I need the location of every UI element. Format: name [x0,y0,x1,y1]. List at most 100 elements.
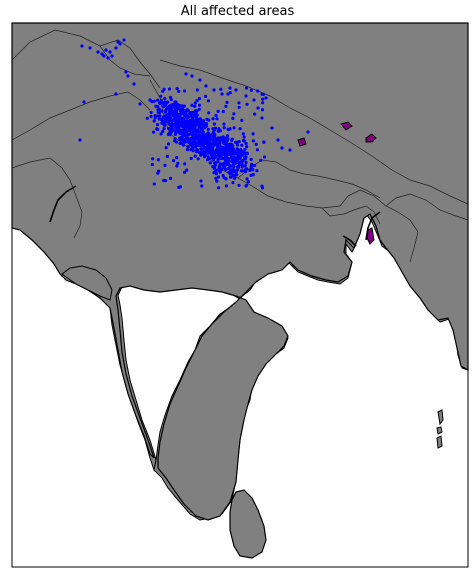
affected-point [153,116,157,120]
affected-point [212,122,216,126]
affected-point [110,54,114,58]
affected-point [190,74,194,78]
affected-point [242,135,246,139]
map-frame [11,22,469,568]
affected-point [237,101,241,105]
affected-point [230,152,234,156]
affected-point [241,132,245,136]
affected-point [236,148,240,152]
affected-point [194,113,198,117]
affected-point [152,130,156,134]
affected-point [211,150,215,154]
affected-point [249,88,253,92]
affected-point [237,157,241,161]
affected-point [152,182,156,186]
affected-point [213,133,217,137]
affected-point [193,101,197,105]
affected-point [218,162,222,166]
affected-point [177,89,181,93]
affected-points-layer [78,38,310,190]
affected-point [240,118,244,122]
affected-point [114,46,118,50]
affected-point [176,161,180,165]
affected-point [222,126,226,130]
affected-point [100,52,104,56]
affected-point [184,112,188,116]
affected-point [154,104,158,108]
affected-point [219,147,223,151]
affected-point [149,114,153,118]
affected-point [193,140,197,144]
affected-point [260,108,265,112]
affected-point [233,140,238,144]
affected-point [197,103,202,107]
affected-point [225,136,229,140]
affected-point [177,117,181,121]
affected-point [190,141,194,145]
affected-point [175,156,179,160]
affected-point [260,92,264,96]
affected-point [188,112,192,116]
affected-point [118,42,122,46]
affected-point [161,120,165,124]
affected-point [199,121,203,125]
affected-point [197,133,201,138]
affected-point [195,99,199,103]
affected-point [214,176,218,180]
affected-point [180,117,184,121]
affected-point [182,124,186,129]
affected-point [211,158,216,162]
affected-point [182,104,186,108]
affected-point [169,124,173,128]
affected-point [212,88,216,92]
affected-point [244,94,248,98]
affected-point [164,146,168,150]
affected-point [263,155,267,159]
affected-point [183,170,187,174]
affected-point [162,105,166,109]
affected-point [204,124,208,128]
affected-point [183,108,187,113]
affected-point [244,86,249,90]
affected-point [246,180,250,184]
affected-point [227,142,231,146]
affected-point [174,123,178,127]
affected-point [236,165,241,169]
affected-point [231,144,235,148]
affected-point [223,148,227,152]
affected-point [174,102,178,106]
affected-point [217,186,221,190]
affected-point [198,78,202,82]
affected-point [210,152,215,156]
affected-point [251,132,255,136]
affected-point [244,167,249,171]
affected-point [234,173,238,177]
affected-point [202,140,206,144]
affected-point [179,142,184,146]
affected-point [149,110,153,114]
affected-point [195,119,199,123]
andaman-island-1 [437,409,444,426]
affected-point [228,86,232,90]
affected-point [221,109,225,114]
affected-point [235,143,239,147]
affected-point [233,151,237,156]
affected-point [199,118,203,122]
affected-point [220,167,224,171]
affected-point [228,175,232,179]
affected-point [182,137,186,142]
affected-point [195,144,199,148]
affected-point [189,156,193,160]
affected-point [174,140,179,144]
affected-point [157,101,162,105]
affected-point [190,111,194,115]
affected-point [207,111,211,115]
affected-point [159,132,163,136]
affected-point [204,84,208,88]
affected-point [212,128,216,132]
affected-point [156,123,160,127]
affected-point [202,155,207,159]
affected-point [180,104,184,108]
affected-point [172,159,176,163]
affected-point [221,162,225,166]
